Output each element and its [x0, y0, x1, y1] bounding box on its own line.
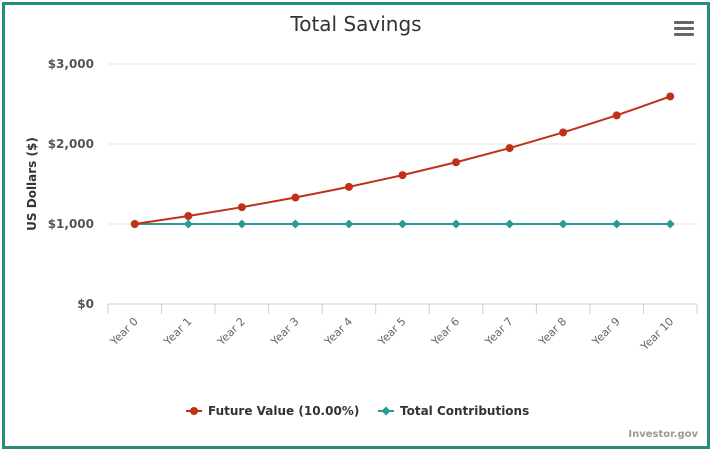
- y-tick-label: $2,000: [48, 137, 94, 151]
- data-point: [183, 219, 193, 229]
- hamburger-menu-icon[interactable]: [674, 21, 694, 37]
- data-point: [452, 158, 461, 167]
- data-point: [237, 203, 246, 212]
- legend-label: Total Contributions: [400, 404, 529, 418]
- data-point: [184, 212, 193, 220]
- data-point: [612, 111, 621, 120]
- data-point: [559, 128, 568, 137]
- x-tick-label: Year 8: [535, 315, 569, 349]
- data-point: [291, 193, 300, 202]
- legend-item[interactable]: Future Value (10.00%): [186, 404, 359, 418]
- x-tick-label: Year 2: [214, 315, 248, 349]
- data-point: [665, 219, 675, 229]
- data-point: [130, 220, 139, 228]
- data-point: [344, 219, 354, 229]
- x-tick-label: Year 10: [638, 315, 677, 354]
- legend-label: Future Value (10.00%): [208, 404, 359, 418]
- grid-lines: [108, 63, 697, 225]
- data-point: [344, 182, 353, 191]
- data-point: [505, 219, 515, 229]
- legend-marker: [190, 407, 198, 415]
- x-tick-label: Year 5: [375, 315, 409, 349]
- credit-label[interactable]: Investor.gov: [628, 429, 698, 440]
- series-line: [134, 95, 671, 225]
- data-point: [612, 219, 622, 229]
- x-tick-label: Year 9: [589, 315, 623, 349]
- x-tick-label: Year 0: [107, 315, 141, 349]
- x-tick-label: Year 7: [482, 315, 516, 349]
- data-point: [451, 219, 461, 229]
- y-tick-label: $3,000: [48, 57, 94, 71]
- x-tick-label: Year 3: [268, 315, 302, 349]
- y-axis-title: US Dollars ($): [25, 137, 39, 231]
- x-tick-label: Year 4: [321, 315, 355, 349]
- y-tick-label: $1,000: [48, 217, 94, 231]
- data-point: [290, 219, 300, 229]
- legend-item[interactable]: Total Contributions: [378, 404, 529, 418]
- x-tick-label: Year 6: [428, 315, 462, 349]
- y-tick-label: $0: [77, 297, 94, 311]
- x-tick-label: Year 1: [161, 315, 195, 349]
- y-axis: $0 $1,000 $2,000 $3,000 US Dollars ($): [25, 57, 94, 311]
- data-point: [398, 171, 407, 180]
- data-point: [666, 92, 675, 101]
- legend-marker: [381, 406, 391, 416]
- data-point: [558, 219, 568, 229]
- x-axis: Year 0 Year 1 Year 2 Year 3 Year 4 Year 5 Year…: [107, 303, 698, 354]
- data-point: [237, 219, 247, 229]
- data-point: [505, 144, 514, 153]
- chart-title: Total Savings: [290, 12, 422, 36]
- legend: Future Value (10.00%) Total Contributions: [186, 404, 529, 418]
- series-layer: [130, 92, 675, 229]
- data-point: [398, 219, 407, 229]
